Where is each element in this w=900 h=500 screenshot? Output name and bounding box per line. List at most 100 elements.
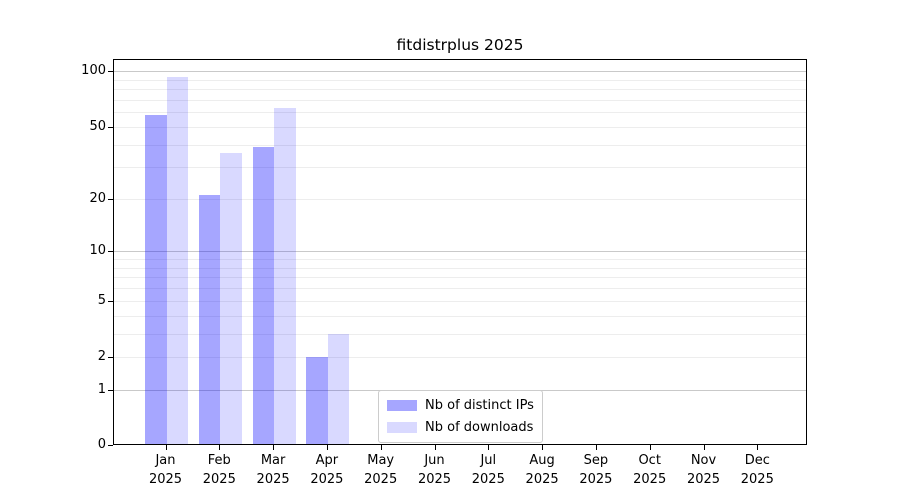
x-tick-label-apr: Apr 2025 xyxy=(310,451,343,489)
x-tick-year-aug: 2025 xyxy=(525,472,559,487)
bar-feb-distinct-ips xyxy=(198,195,221,444)
x-tick-year-may: 2025 xyxy=(364,472,398,487)
x-tick-year-jun: 2025 xyxy=(417,472,452,487)
x-tick-mark-jan xyxy=(165,445,167,450)
x-tick-month-may: May xyxy=(367,453,395,468)
x-tick-mark-apr xyxy=(326,445,328,450)
chart-title: fitdistrplus 2025 xyxy=(396,36,524,54)
bar-apr-downloads xyxy=(327,333,350,444)
x-tick-year-oct: 2025 xyxy=(633,472,667,487)
y-tick-mark-1 xyxy=(108,389,113,391)
y-tick-label-50: 50 xyxy=(89,119,106,135)
y-tick-mark-20 xyxy=(108,198,113,200)
x-tick-label-oct: Oct 2025 xyxy=(633,451,666,489)
gridline-minor-6 xyxy=(114,288,806,290)
y-tick-label-0: 0 xyxy=(97,436,106,452)
y-tick-mark-0 xyxy=(108,444,113,446)
x-tick-year-nov: 2025 xyxy=(686,472,721,487)
x-tick-label-feb: Feb 2025 xyxy=(203,451,236,489)
y-tick-mark-2 xyxy=(108,357,113,359)
x-tick-mark-feb xyxy=(219,445,221,450)
x-tick-label-may: May 2025 xyxy=(364,451,397,489)
y-tick-label-100: 100 xyxy=(81,63,106,79)
legend-swatch-downloads xyxy=(387,422,417,433)
y-tick-mark-10 xyxy=(108,251,113,253)
x-tick-month-aug: Aug xyxy=(529,453,555,468)
gridline-minor-4 xyxy=(114,315,806,317)
x-tick-month-jun: Jun xyxy=(424,453,445,468)
y-tick-label-2: 2 xyxy=(97,349,106,365)
gridline-minor-7 xyxy=(114,277,806,279)
gridline-minor-5 xyxy=(114,300,806,302)
x-tick-year-sep: 2025 xyxy=(579,472,613,487)
x-tick-year-jul: 2025 xyxy=(471,472,505,487)
x-tick-mark-dec xyxy=(757,445,759,450)
gridline-minor-9 xyxy=(114,259,806,261)
gridline-minor-60 xyxy=(114,112,806,114)
x-tick-month-feb: Feb xyxy=(207,453,231,468)
x-tick-mark-may xyxy=(380,445,382,450)
y-tick-label-20: 20 xyxy=(89,191,106,207)
legend-label-downloads: Nb of downloads xyxy=(425,420,534,435)
x-tick-label-sep: Sep 2025 xyxy=(579,451,612,489)
x-tick-label-nov: Nov 2025 xyxy=(687,451,720,489)
gridline-major-100 xyxy=(114,71,806,73)
x-tick-mark-aug xyxy=(542,445,544,450)
x-tick-month-nov: Nov xyxy=(690,453,717,468)
y-tick-label-10: 10 xyxy=(89,243,106,259)
y-tick-label-5: 5 xyxy=(97,292,106,308)
gridline-minor-8 xyxy=(114,267,806,269)
x-tick-label-aug: Aug 2025 xyxy=(526,451,559,489)
legend: Nb of distinct IPs Nb of downloads xyxy=(378,390,543,443)
legend-label-distinct-ips: Nb of distinct IPs xyxy=(425,398,534,413)
x-tick-label-dec: Dec 2025 xyxy=(741,451,774,489)
gridline-minor-2 xyxy=(114,357,806,359)
y-tick-mark-5 xyxy=(108,300,113,302)
gridline-minor-30 xyxy=(114,167,806,169)
bar-mar-distinct-ips xyxy=(252,146,275,444)
gridline-minor-50 xyxy=(114,126,806,128)
x-tick-mark-sep xyxy=(595,445,597,450)
plot-area xyxy=(113,59,807,445)
legend-swatch-distinct-ips xyxy=(387,400,417,411)
gridline-minor-40 xyxy=(114,144,806,146)
legend-item-distinct-ips: Nb of distinct IPs xyxy=(387,396,534,415)
x-tick-mark-oct xyxy=(649,445,651,450)
x-tick-month-sep: Sep xyxy=(583,453,609,468)
gridline-major-10 xyxy=(114,251,806,253)
x-tick-year-apr: 2025 xyxy=(310,472,344,487)
bar-mar-downloads xyxy=(274,108,296,444)
gridline-minor-70 xyxy=(114,99,806,101)
x-tick-label-jan: Jan 2025 xyxy=(149,451,182,489)
y-tick-label-1: 1 xyxy=(97,382,106,398)
x-tick-label-mar: Mar 2025 xyxy=(257,451,290,489)
x-tick-mark-jul xyxy=(488,445,490,450)
x-tick-year-feb: 2025 xyxy=(202,472,236,487)
bar-jan-downloads xyxy=(166,77,188,444)
x-tick-month-oct: Oct xyxy=(638,453,661,468)
x-tick-label-jul: Jul 2025 xyxy=(472,451,505,489)
y-tick-mark-100 xyxy=(108,71,113,73)
x-tick-year-mar: 2025 xyxy=(256,472,290,487)
gridline-minor-80 xyxy=(114,89,806,91)
gridline-minor-90 xyxy=(114,79,806,81)
x-tick-month-mar: Mar xyxy=(260,453,286,468)
x-tick-month-dec: Dec xyxy=(744,453,770,468)
bar-jan-distinct-ips xyxy=(145,114,167,444)
y-tick-mark-50 xyxy=(108,126,113,128)
x-tick-year-jan: 2025 xyxy=(148,472,183,487)
x-tick-month-apr: Apr xyxy=(315,453,339,468)
x-tick-month-jan: Jan xyxy=(155,453,176,468)
gridline-minor-20 xyxy=(114,198,806,200)
x-tick-label-jun: Jun 2025 xyxy=(418,451,451,489)
bar-apr-distinct-ips xyxy=(306,357,328,444)
legend-item-downloads: Nb of downloads xyxy=(387,418,534,437)
x-tick-mark-mar xyxy=(273,445,275,450)
x-tick-mark-nov xyxy=(703,445,705,450)
x-tick-year-dec: 2025 xyxy=(740,472,774,487)
x-tick-month-jul: Jul xyxy=(480,453,497,468)
x-tick-mark-jun xyxy=(434,445,436,450)
gridline-minor-3 xyxy=(114,333,806,335)
bar-feb-downloads xyxy=(220,152,242,444)
